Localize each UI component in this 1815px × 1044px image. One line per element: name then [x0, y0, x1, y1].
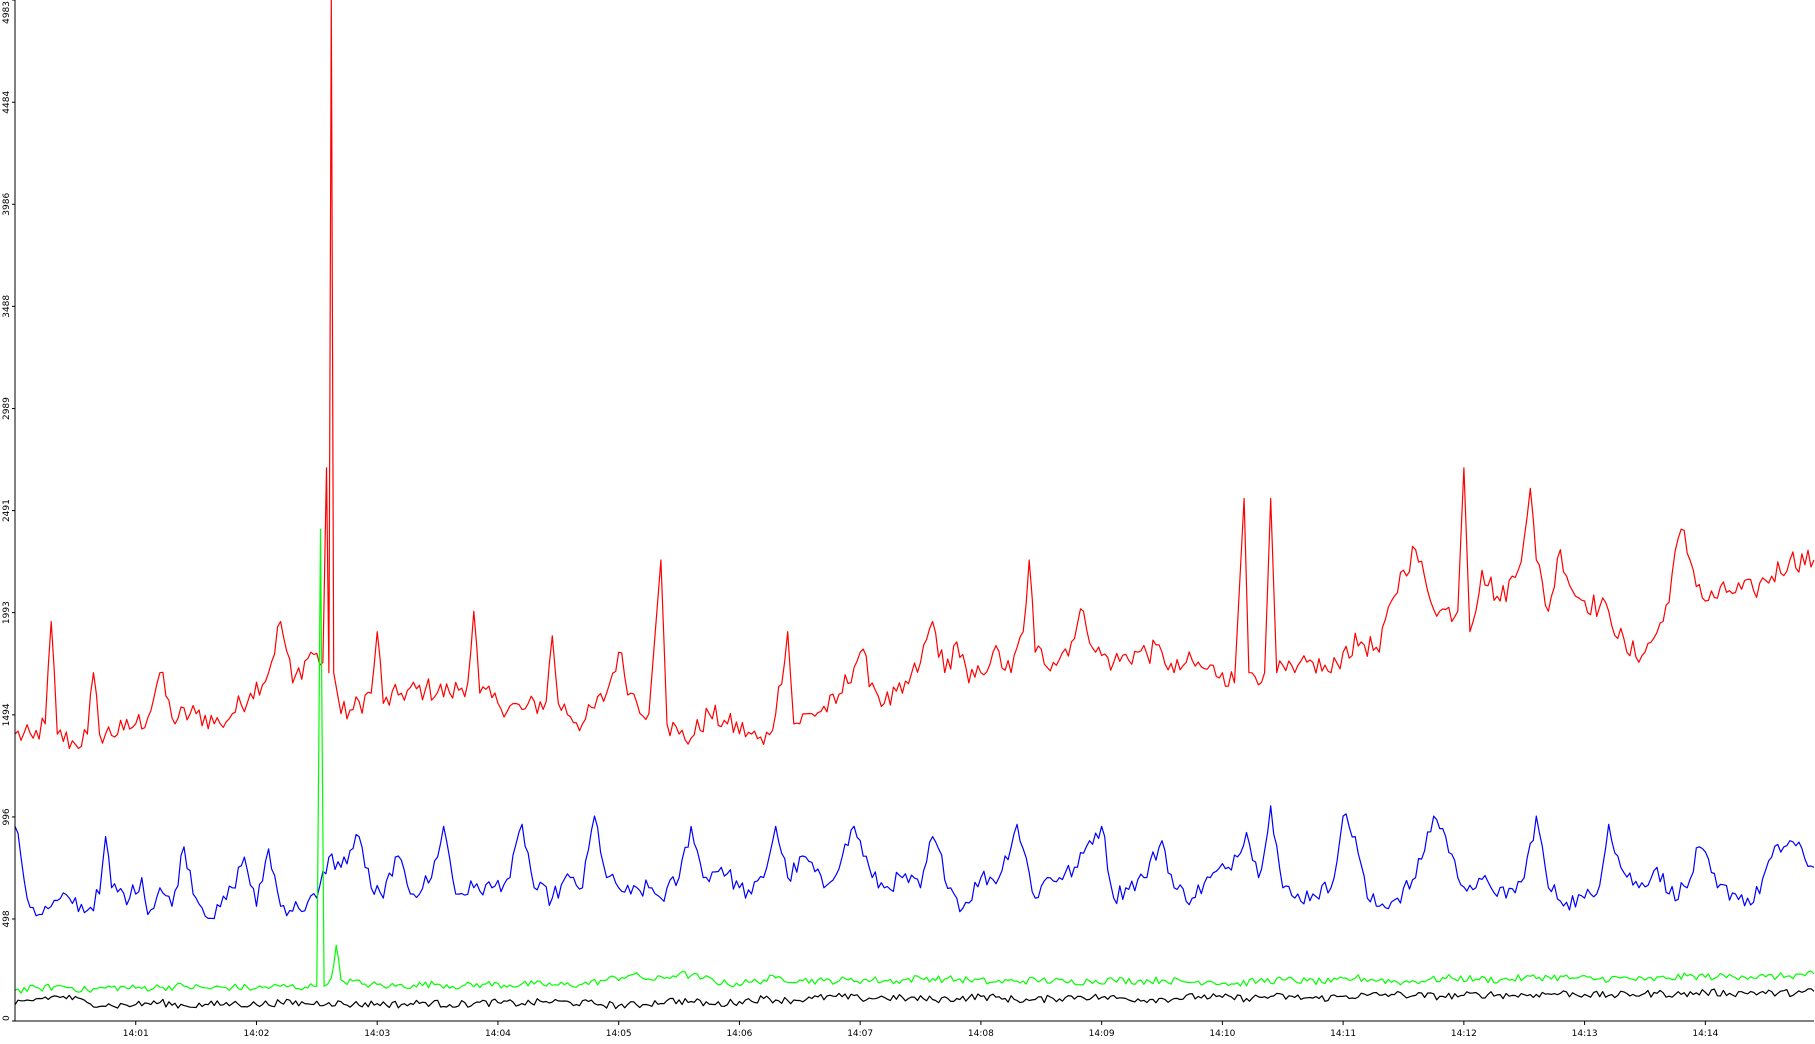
- y-tick-label: 1993: [2, 601, 12, 624]
- y-tick-label: 1494: [2, 703, 12, 726]
- x-tick-label: 14:08: [968, 1029, 994, 1039]
- x-tick-label: 14:02: [244, 1029, 270, 1039]
- series-layer: [14, 0, 1815, 1010]
- x-tick-label: 14:13: [1572, 1029, 1598, 1039]
- y-tick-label: 996: [2, 808, 12, 825]
- x-tick-label: 14:05: [606, 1029, 632, 1039]
- series-line-2: [14, 805, 1815, 920]
- y-tick-label: 4983: [2, 1, 12, 24]
- x-tick-label: 14:07: [847, 1029, 873, 1039]
- x-tick-label: 14:09: [1089, 1029, 1115, 1039]
- x-tick-label: 14:12: [1451, 1029, 1477, 1039]
- series-line-4: [14, 988, 1815, 1010]
- y-tick-label: 0: [2, 1015, 12, 1021]
- x-tick-label: 14:01: [123, 1029, 149, 1039]
- x-tick-label: 14:03: [364, 1029, 390, 1039]
- y-tick-label: 498: [2, 910, 12, 927]
- x-tick-label: 14:11: [1330, 1029, 1356, 1039]
- y-tick-label: 2989: [2, 397, 12, 420]
- x-tick-label: 14:14: [1692, 1029, 1718, 1039]
- series-line-1: [14, 0, 1815, 750]
- x-tick-label: 14:04: [485, 1029, 511, 1039]
- x-tick-label: 14:06: [726, 1029, 752, 1039]
- y-tick-label: 3986: [2, 193, 12, 216]
- series-line-3: [14, 528, 1815, 994]
- x-tick-label: 14:10: [1209, 1029, 1235, 1039]
- y-tick-label: 4484: [2, 91, 12, 114]
- y-tick-label: 2491: [2, 499, 12, 522]
- y-tick-label: 3488: [2, 295, 12, 318]
